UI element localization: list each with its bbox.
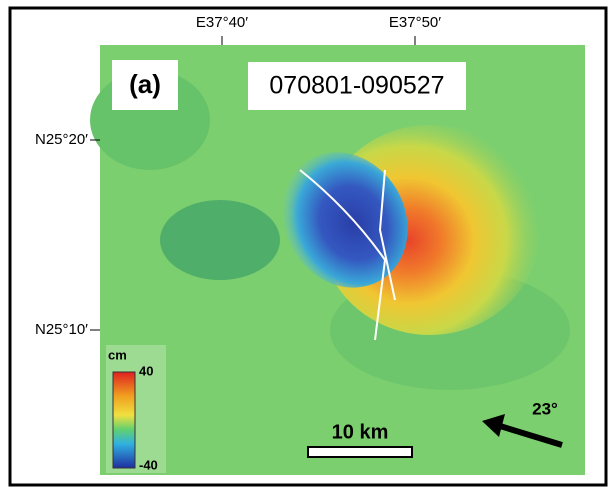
look-angle: 23°: [532, 399, 558, 418]
colorbar-min: -40: [139, 457, 158, 472]
panel-label: (a): [129, 69, 161, 99]
date-range: 070801-090527: [269, 72, 444, 100]
latitude-label: N25°20′: [35, 131, 88, 148]
figure: E37°40′ E37°50′ N25°20′ N25°10′ (a) 0708…: [0, 0, 616, 493]
scale-bar: [308, 447, 412, 457]
colorbar-max: 40: [139, 363, 153, 378]
scale-label: 10 km: [332, 421, 389, 443]
latitude-label: N25°10′: [35, 321, 88, 338]
colorbar: [113, 372, 135, 468]
longitude-label: E37°40′: [196, 14, 248, 31]
longitude-label: E37°50′: [389, 14, 441, 31]
colorbar-unit: cm: [108, 347, 127, 362]
